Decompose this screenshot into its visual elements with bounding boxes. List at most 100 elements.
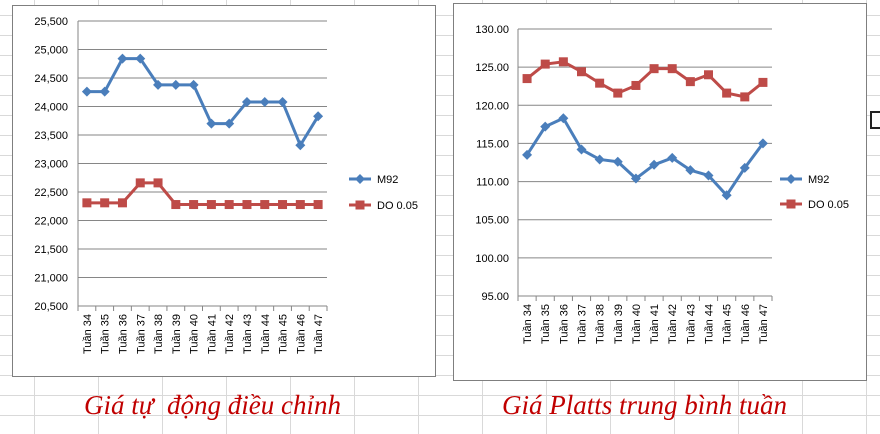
point-m92 bbox=[241, 96, 252, 107]
point-do bbox=[260, 200, 270, 210]
point-m92 bbox=[153, 79, 164, 90]
point-m92 bbox=[558, 113, 569, 124]
caption-left: Giá tự động điều chỉnh bbox=[84, 390, 341, 420]
y-tick-label: 22,500 bbox=[34, 187, 68, 199]
point-do bbox=[667, 64, 677, 74]
point-m92 bbox=[224, 118, 235, 129]
point-m92 bbox=[188, 79, 199, 90]
point-m92 bbox=[170, 79, 181, 90]
point-do bbox=[758, 77, 768, 87]
point-m92 bbox=[206, 118, 217, 129]
point-m92 bbox=[703, 170, 714, 181]
x-tick-label: Tuần 37 bbox=[135, 314, 147, 354]
point-do bbox=[577, 67, 586, 77]
x-tick-label: Tuần 36 bbox=[558, 304, 570, 344]
y-tick-label: 25,000 bbox=[34, 45, 68, 57]
x-tick-label: Tuần 42 bbox=[224, 314, 236, 354]
legend-marker-do bbox=[355, 200, 365, 210]
x-tick-label: Tuần 41 bbox=[206, 314, 218, 354]
point-do bbox=[313, 200, 323, 210]
point-m92 bbox=[135, 53, 146, 64]
chart-panel-right: 95.00 100.00 105.00 110.00 115.00 120.00 125.0… bbox=[453, 3, 867, 381]
point-do bbox=[740, 92, 750, 102]
x-tick-label: Tuần 43 bbox=[685, 304, 697, 344]
point-do bbox=[153, 178, 163, 188]
point-do bbox=[100, 198, 110, 208]
point-do bbox=[649, 64, 659, 74]
x-tick-label: Tuần 35 bbox=[100, 314, 112, 354]
legend-label-m92: M92 bbox=[377, 174, 398, 186]
legend-marker-m92 bbox=[355, 174, 365, 184]
y-tick-label: 115.00 bbox=[476, 138, 509, 150]
y-tick-label: 130.00 bbox=[475, 24, 509, 36]
point-do bbox=[685, 77, 695, 87]
x-tick-label: Tuần 42 bbox=[667, 304, 679, 344]
x-tick-label: Tuần 46 bbox=[295, 314, 307, 354]
x-tick-label: Tuần 40 bbox=[631, 304, 643, 344]
point-do bbox=[242, 200, 252, 210]
y-tick-label: 100.00 bbox=[475, 253, 509, 265]
point-do bbox=[522, 74, 532, 84]
point-m92 bbox=[649, 159, 660, 170]
point-do bbox=[224, 200, 234, 210]
y-tick-label: 25,500 bbox=[34, 16, 68, 28]
x-tick-label: Tuần 35 bbox=[540, 304, 552, 344]
point-m92 bbox=[667, 152, 678, 163]
x-tick-label: Tuần 38 bbox=[153, 314, 165, 354]
point-m92 bbox=[259, 96, 270, 107]
x-tick-label: Tuần 38 bbox=[595, 304, 607, 344]
point-do bbox=[631, 80, 641, 90]
y-tick-label: 20,500 bbox=[34, 301, 68, 313]
caption-right: Giá Platts trung bình tuần bbox=[502, 390, 788, 420]
point-do bbox=[135, 178, 145, 188]
x-tick-label: Tuần 45 bbox=[278, 314, 290, 354]
y-tick-label: 22,000 bbox=[34, 216, 68, 228]
point-m92 bbox=[757, 138, 768, 149]
x-tick-label: Tuần 34 bbox=[522, 304, 534, 344]
y-tick-label: 21,000 bbox=[34, 273, 68, 285]
point-do bbox=[558, 57, 568, 67]
point-do bbox=[82, 198, 92, 208]
legend-marker-m92 bbox=[786, 174, 796, 184]
x-tick-label: Tuần 39 bbox=[171, 314, 183, 354]
x-tick-label: Tuần 34 bbox=[82, 314, 94, 354]
chart-right-svg: 95.00 100.00 105.00 110.00 115.00 120.00 125.0… bbox=[475, 24, 849, 344]
point-m92 bbox=[721, 190, 732, 201]
x-tick-label: Tuần 39 bbox=[613, 304, 625, 344]
point-do bbox=[704, 70, 713, 80]
point-m92 bbox=[739, 162, 750, 173]
point-do bbox=[278, 200, 288, 210]
y-tick-label: 120.00 bbox=[475, 100, 509, 112]
point-do bbox=[206, 200, 216, 210]
point-m92 bbox=[576, 144, 587, 155]
x-tick-label: Tuần 41 bbox=[649, 304, 661, 344]
point-do bbox=[613, 88, 623, 98]
point-m92 bbox=[99, 86, 110, 97]
chart-left-svg: 20,500 21,000 21,500 22,000 22,500 23,000 23,5… bbox=[34, 16, 418, 354]
point-do bbox=[117, 198, 127, 208]
point-do bbox=[595, 78, 605, 88]
point-do bbox=[722, 88, 732, 98]
point-do bbox=[189, 200, 199, 210]
legend-label-do: DO 0.05 bbox=[808, 199, 849, 211]
legend-marker-do bbox=[786, 199, 796, 209]
y-tick-label: 24,500 bbox=[34, 73, 68, 85]
point-do bbox=[540, 59, 550, 69]
point-m92 bbox=[117, 53, 128, 64]
point-m92 bbox=[630, 173, 641, 184]
point-m92 bbox=[313, 111, 324, 122]
x-tick-label: Tuần 43 bbox=[242, 314, 254, 354]
point-m92 bbox=[685, 165, 696, 176]
x-tick-label: Tuần 40 bbox=[189, 314, 201, 354]
point-m92 bbox=[540, 121, 551, 132]
legend-label-m92: M92 bbox=[808, 174, 829, 186]
x-tick-label: Tuần 47 bbox=[758, 304, 770, 344]
x-tick-label: Tuần 46 bbox=[740, 304, 752, 344]
y-tick-label: 105.00 bbox=[475, 215, 509, 227]
x-tick-label: Tuần 36 bbox=[117, 314, 129, 354]
y-tick-label: 110.00 bbox=[476, 177, 509, 189]
point-do bbox=[295, 200, 305, 210]
x-tick-label: Tuần 47 bbox=[313, 314, 325, 354]
chart-panel-left: 20,500 21,000 21,500 22,000 22,500 23,000 23,5… bbox=[12, 5, 436, 377]
y-tick-label: 125.00 bbox=[475, 62, 509, 74]
